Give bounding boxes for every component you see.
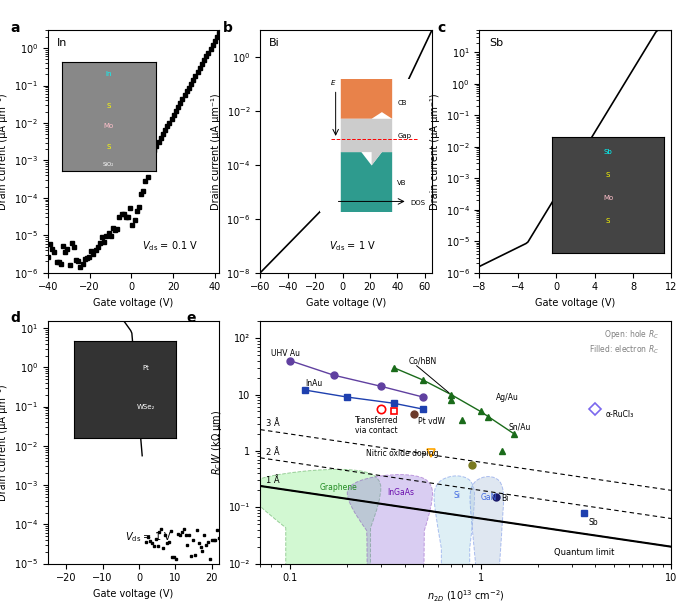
Co/hBN [419,376,427,384]
Text: b: b [223,21,232,35]
Text: Bi: Bi [269,38,279,48]
Y-axis label: Drain current (μA μm⁻¹): Drain current (μA μm⁻¹) [430,93,440,210]
Text: In: In [56,38,67,48]
Line: InAu: InAu [302,387,426,412]
Text: e: e [186,311,196,325]
X-axis label: Gate voltage (V): Gate voltage (V) [93,298,174,308]
Co/hBN [390,364,398,371]
Ellipse shape [247,469,381,606]
Co/hBN [477,408,485,415]
Co/hBN [510,430,519,438]
Text: Co/hBN: Co/hBN [409,356,437,365]
Text: d: d [10,311,20,325]
Co/hBN [447,391,455,398]
Text: Transferred
via contact: Transferred via contact [355,416,399,435]
UHV Au [286,357,294,364]
Text: UHV Au: UHV Au [271,348,300,358]
InAu [343,393,351,401]
UHV Au [329,371,338,379]
Text: $V_{\rm ds}$ = 1 V: $V_{\rm ds}$ = 1 V [329,239,376,253]
Ellipse shape [434,476,475,606]
Ellipse shape [347,474,432,606]
InAu [390,399,398,407]
Text: $V_{\rm ds}$ = 1 V: $V_{\rm ds}$ = 1 V [125,530,172,544]
Y-axis label: $R_{\rm C}W$ (kΩ μm): $R_{\rm C}W$ (kΩ μm) [210,410,224,475]
Y-axis label: Drain current (μA μm⁻¹): Drain current (μA μm⁻¹) [211,93,221,210]
X-axis label: Gate voltage (V): Gate voltage (V) [306,298,386,308]
Y-axis label: Drain current (μA μm⁻¹): Drain current (μA μm⁻¹) [0,384,8,501]
InAu [301,387,309,394]
Text: InAu: InAu [305,379,322,388]
InAu [419,405,427,413]
X-axis label: Gate voltage (V): Gate voltage (V) [93,589,174,599]
Text: a: a [10,21,20,35]
Text: Quantum limit: Quantum limit [553,548,614,557]
X-axis label: $n_{2D}$ (10$^{13}$ cm$^{-2}$): $n_{2D}$ (10$^{13}$ cm$^{-2}$) [427,589,505,604]
Text: Ag/Au: Ag/Au [496,393,519,402]
UHV Au [419,393,427,401]
Line: UHV Au: UHV Au [286,357,427,401]
Text: $V_{\rm ds}$ = 0.1 V: $V_{\rm ds}$ = 0.1 V [142,239,199,253]
Text: InGaAs: InGaAs [387,488,414,498]
X-axis label: Gate voltage (V): Gate voltage (V) [535,298,616,308]
Line: Co/hBN: Co/hBN [390,364,518,438]
Text: Si: Si [453,491,460,500]
Text: 2 Å: 2 Å [266,448,279,457]
Text: 3 Å: 3 Å [266,419,279,428]
Ellipse shape [470,476,503,606]
Text: Sn/Au: Sn/Au [508,422,531,431]
Text: Sb: Sb [489,38,503,48]
Text: 1 Å: 1 Å [266,476,279,485]
Y-axis label: Drain current (μA μm⁻¹): Drain current (μA μm⁻¹) [0,93,8,210]
Text: c: c [437,21,445,35]
Text: $V_{\rm ds}$ = 1 V: $V_{\rm ds}$ = 1 V [566,239,613,253]
UHV Au [377,382,385,390]
Text: α-RuCl₃: α-RuCl₃ [605,410,634,419]
Text: Sb: Sb [589,518,599,527]
Text: Pt vdW: Pt vdW [418,417,445,426]
Text: Bi: Bi [501,494,508,504]
Text: Nitric oxide doping: Nitric oxide doping [366,449,438,458]
Text: GaN: GaN [480,493,497,502]
Text: Graphene: Graphene [320,484,358,493]
Text: Open: hole $R_C$
Filled: electron $R_C$: Open: hole $R_C$ Filled: electron $R_C$ [589,328,659,356]
